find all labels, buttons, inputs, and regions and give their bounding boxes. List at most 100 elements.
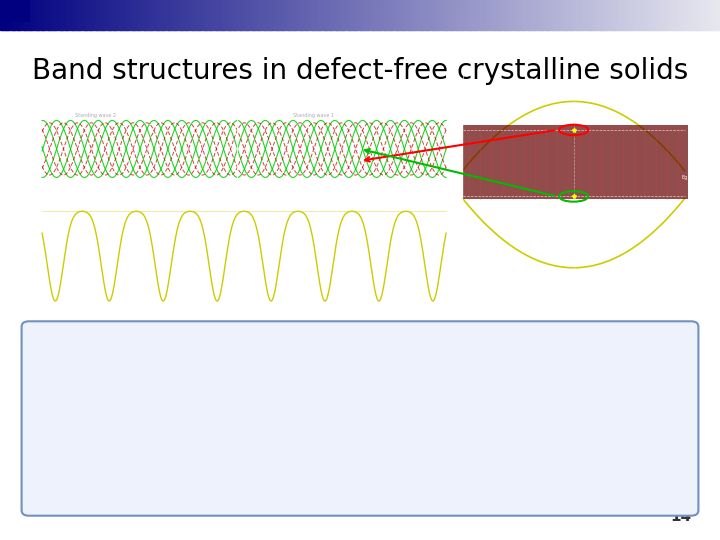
Bar <box>178 0 181 30</box>
Bar <box>326 0 330 30</box>
Bar <box>662 0 665 30</box>
Bar <box>240 0 243 30</box>
Bar <box>0 0 29 21</box>
Bar <box>603 0 606 30</box>
Bar <box>14 0 17 30</box>
Bar <box>403 0 406 30</box>
Bar <box>233 0 236 30</box>
Bar <box>122 0 125 30</box>
Bar <box>351 0 354 30</box>
Text: Energy: Energy <box>529 78 549 83</box>
Bar <box>456 0 459 30</box>
Text: ✓: ✓ <box>54 404 69 422</box>
Bar <box>5 0 8 30</box>
Bar <box>103 0 107 30</box>
Bar <box>99 0 102 30</box>
Bar <box>482 0 485 30</box>
Bar <box>312 0 315 30</box>
Bar <box>490 0 492 30</box>
Bar <box>538 0 541 30</box>
Bar <box>576 0 579 30</box>
Bar <box>322 0 325 30</box>
Bar <box>475 0 478 30</box>
Text: Probability density: Probability density <box>116 90 167 94</box>
Bar <box>197 0 200 30</box>
Bar <box>713 0 716 30</box>
Bar <box>670 0 672 30</box>
Bar <box>571 0 575 30</box>
Bar <box>113 0 116 30</box>
Bar <box>266 0 269 30</box>
Bar <box>353 0 356 30</box>
Bar <box>619 0 622 30</box>
Bar <box>629 0 632 30</box>
Bar <box>199 0 202 30</box>
Bar <box>214 0 217 30</box>
Bar <box>590 0 593 30</box>
Bar <box>187 0 190 30</box>
Bar <box>137 0 140 30</box>
Text: extended states: extended states <box>276 404 429 422</box>
Bar <box>545 0 548 30</box>
Bar <box>701 0 704 30</box>
Bar <box>559 0 562 30</box>
Bar <box>156 0 159 30</box>
Text: Band structures in defect-free crystalline solids: Band structures in defect-free crystalli… <box>32 57 688 85</box>
Bar <box>636 0 639 30</box>
Bar <box>598 0 600 30</box>
Bar <box>235 0 238 30</box>
Bar <box>218 0 222 30</box>
Bar <box>34 0 37 30</box>
Bar <box>297 0 301 30</box>
Bar <box>612 0 615 30</box>
Bar <box>192 0 195 30</box>
Bar <box>319 0 323 30</box>
Bar <box>115 0 118 30</box>
Bar <box>204 0 207 30</box>
Bar <box>384 0 387 30</box>
Bar <box>567 0 570 30</box>
Bar <box>509 0 512 30</box>
Bar <box>410 0 413 30</box>
Bar <box>171 0 174 30</box>
Bar <box>689 0 692 30</box>
Bar <box>715 0 719 30</box>
Text: k: k <box>681 278 685 283</box>
Bar <box>405 0 409 30</box>
Bar <box>691 0 694 30</box>
Bar <box>271 0 274 30</box>
Bar <box>540 0 543 30</box>
Bar <box>194 0 197 30</box>
Bar <box>117 0 121 30</box>
Bar <box>470 0 474 30</box>
Bar <box>355 0 359 30</box>
Bar <box>423 0 426 30</box>
Bar <box>600 0 603 30</box>
Bar <box>686 0 690 30</box>
Bar <box>336 0 339 30</box>
Bar <box>250 0 253 30</box>
Bar <box>338 0 341 30</box>
Bar <box>377 0 380 30</box>
Bar <box>614 0 618 30</box>
Bar <box>418 0 420 30</box>
Bar <box>557 0 560 30</box>
Bar <box>209 0 212 30</box>
Bar <box>238 0 240 30</box>
Bar <box>679 0 683 30</box>
Bar <box>50 0 53 30</box>
Bar <box>216 0 219 30</box>
Bar <box>225 0 229 30</box>
Bar <box>657 0 661 30</box>
Bar <box>585 0 589 30</box>
Bar <box>369 0 373 30</box>
Bar <box>523 0 526 30</box>
Bar <box>158 0 161 30</box>
Bar <box>146 0 150 30</box>
Bar <box>639 0 642 30</box>
Bar <box>631 0 634 30</box>
Bar <box>684 0 687 30</box>
Bar <box>653 0 656 30</box>
Bar <box>650 0 654 30</box>
Bar <box>439 0 442 30</box>
